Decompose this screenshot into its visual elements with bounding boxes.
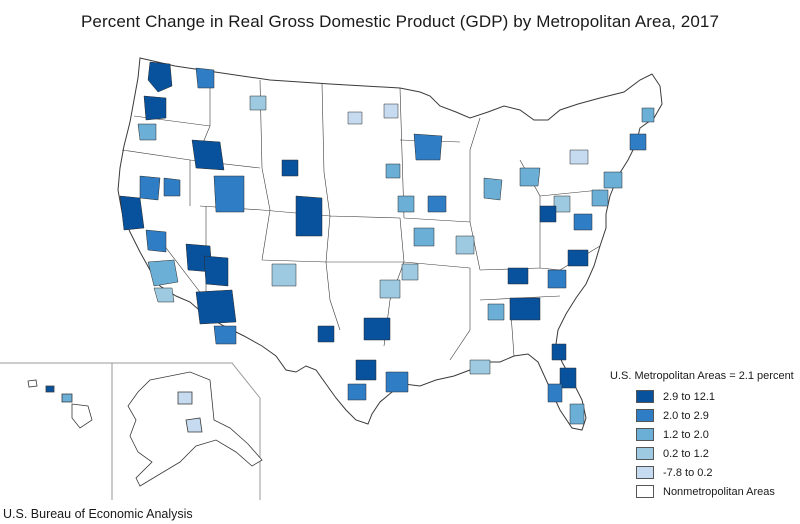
legend-row-6: Nonmetropolitan Areas: [610, 483, 798, 500]
metro-houston: [385, 371, 409, 393]
legend-label: 2.9 to 12.1: [663, 390, 715, 403]
metro-columbus: [539, 205, 557, 223]
metro-eugene: [137, 123, 157, 141]
metro-la: [147, 259, 179, 287]
alaska: [127, 371, 263, 487]
metro-detroit: [519, 167, 541, 187]
metro-chicago: [483, 177, 503, 201]
metro-jacksonville: [551, 343, 567, 361]
metro-nashville: [507, 267, 529, 285]
legend-row-4: 0.2 to 1.2: [610, 445, 798, 462]
metro-fairbanks: [177, 391, 193, 405]
metro-reno: [163, 177, 181, 197]
metro-omaha: [397, 195, 415, 213]
metro-philadelphia: [591, 189, 609, 207]
metro-san-diego: [153, 287, 175, 303]
metro-oklahoma-city: [379, 279, 401, 299]
legend-label: -7.8 to 0.2: [663, 466, 713, 479]
metro-anchorage: [185, 417, 203, 433]
metro-st-louis: [455, 235, 475, 255]
legend-label: Nonmetropolitan Areas: [663, 485, 775, 498]
metro-sacramento: [139, 175, 161, 201]
metro-phoenix: [195, 289, 237, 325]
legend-swatch: [636, 390, 654, 403]
metro-pittsburgh: [553, 195, 571, 213]
metro-orlando: [559, 367, 577, 389]
metro-fresno: [145, 229, 167, 253]
legend-row-1: 2.9 to 12.1: [610, 388, 798, 405]
legend-swatch: [636, 409, 654, 422]
metro-boston: [629, 133, 647, 151]
legend-row-2: 2.0 to 2.9: [610, 407, 798, 424]
metro-des-moines: [427, 195, 447, 213]
metro-austin: [355, 359, 377, 381]
hawaii: [27, 379, 93, 429]
metro-seattle: [147, 61, 173, 93]
legend-row-3: 1.2 to 2.0: [610, 426, 798, 443]
hawaii-maui: [61, 393, 73, 403]
legend-swatch: [636, 447, 654, 460]
legend-swatch: [636, 485, 654, 498]
metro-bismarck: [347, 111, 363, 125]
metro-areas: [119, 61, 655, 425]
metro-boise: [191, 139, 225, 171]
metro-billings: [249, 95, 267, 111]
metro-spokane: [195, 67, 215, 89]
metro-buffalo: [569, 149, 589, 165]
source-note: U.S. Bureau of Economic Analysis: [3, 507, 193, 521]
metro-casper: [281, 159, 299, 177]
metro-dc: [573, 213, 593, 231]
metro-midland: [317, 325, 335, 343]
metro-miami: [569, 403, 585, 425]
metro-raleigh: [567, 249, 589, 267]
state-borders: [121, 72, 601, 361]
metro-flagstaff: [203, 255, 229, 287]
metro-dallas: [363, 317, 391, 341]
legend-label: 0.2 to 1.2: [663, 447, 709, 460]
metro-portland: [143, 95, 167, 121]
metro-kansas-city: [413, 227, 435, 247]
metro-salt-lake: [213, 175, 245, 213]
metro-san-antonio: [347, 383, 367, 401]
legend-title: U.S. Metropolitan Areas = 2.1 percent: [610, 370, 794, 382]
hawaii-kauai: [27, 379, 38, 388]
map-legend: U.S. Metropolitan Areas = 2.1 percent 2.…: [610, 370, 798, 502]
metro-birmingham: [487, 303, 505, 321]
legend-row-5: -7.8 to 0.2: [610, 464, 798, 481]
metro-albuquerque: [271, 263, 297, 287]
metro-sf-bay: [119, 195, 145, 231]
metro-tampa: [547, 383, 563, 403]
legend-label: 1.2 to 2.0: [663, 428, 709, 441]
hawaii-oahu: [45, 385, 55, 393]
metro-sioux-falls: [385, 163, 401, 179]
metro-denver: [295, 195, 323, 237]
metro-fargo: [383, 103, 399, 119]
metro-tucson: [213, 325, 237, 345]
legend-swatch: [636, 466, 654, 479]
hawaii-big-island: [71, 403, 93, 429]
metro-new-orleans: [469, 359, 491, 375]
metro-charlotte: [547, 269, 567, 289]
legend-swatch: [636, 428, 654, 441]
legend-label: 2.0 to 2.9: [663, 409, 709, 422]
metro-minneapolis: [413, 133, 443, 161]
metro-atlanta: [509, 297, 541, 321]
metro-tulsa: [401, 263, 419, 281]
metro-nyc: [603, 171, 623, 189]
inset-frame: [0, 362, 261, 500]
page-title: Percent Change in Real Gross Domestic Pr…: [80, 12, 720, 31]
metro-portland-me: [641, 107, 655, 123]
